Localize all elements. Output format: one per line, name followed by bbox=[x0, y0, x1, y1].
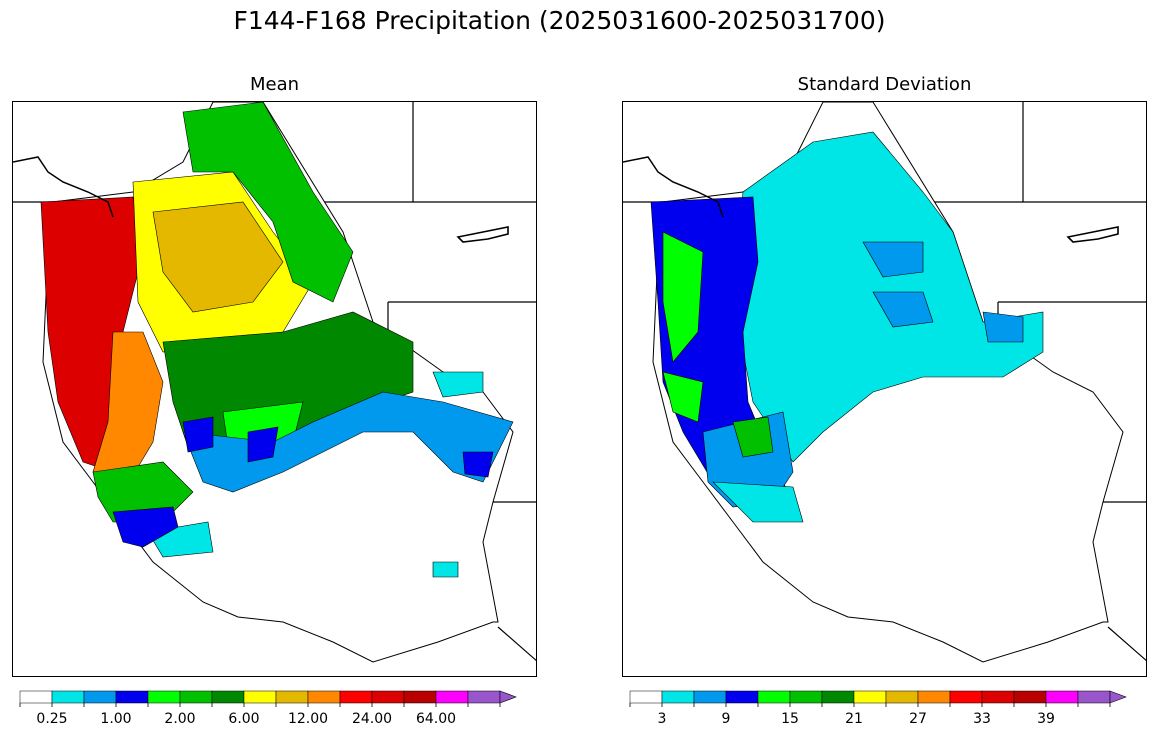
colorbar-tick-label: 15 bbox=[781, 711, 799, 727]
colorbar-segment bbox=[661, 690, 695, 704]
std-region-cyan-south bbox=[712, 481, 804, 523]
colorbar-segment bbox=[115, 690, 149, 704]
std-coast bbox=[623, 156, 724, 218]
mean-coast bbox=[13, 156, 114, 218]
colorbar-tick-label: 24.00 bbox=[351, 711, 393, 727]
mean-region-green-north bbox=[182, 102, 354, 303]
colorbar-tick-label: 9 bbox=[721, 711, 731, 727]
std-region-green bbox=[732, 416, 774, 458]
std-region-sky bbox=[862, 241, 1024, 343]
colorbar-segment bbox=[19, 690, 53, 704]
mean-region-cyan-sky bbox=[182, 391, 514, 493]
colorbar-segment bbox=[51, 690, 85, 704]
colorbar-tick-label: 6.00 bbox=[228, 711, 260, 727]
colorbar-segment bbox=[275, 690, 309, 704]
colorbar-segment bbox=[371, 690, 405, 704]
colorbar-segment bbox=[693, 690, 727, 704]
colorbar-segment bbox=[981, 690, 1015, 704]
colorbar-tick-label: 21 bbox=[845, 711, 863, 727]
colorbar-segment bbox=[83, 690, 117, 704]
mean-map bbox=[12, 101, 537, 677]
colorbar-segment bbox=[1045, 690, 1079, 704]
mean-region-blue bbox=[182, 416, 494, 478]
mean-colorbar bbox=[19, 690, 517, 707]
colorbar-tick-label: 0.25 bbox=[36, 711, 68, 727]
colorbar-segment bbox=[211, 690, 245, 704]
colorbar-segment bbox=[147, 690, 181, 704]
colorbar-segment bbox=[467, 690, 501, 704]
std-map bbox=[622, 101, 1147, 677]
mean-region-gold bbox=[152, 201, 284, 313]
colorbar-tick-label: 2.00 bbox=[164, 711, 196, 727]
colorbar-segment bbox=[1013, 690, 1047, 704]
colorbar-tick-label: 39 bbox=[1037, 711, 1055, 727]
colorbar-arrow bbox=[1109, 690, 1127, 704]
std-panel-title: Standard Deviation bbox=[797, 74, 972, 95]
figure-title: F144-F168 Precipitation (2025031600-2025… bbox=[233, 6, 886, 35]
colorbar-segment bbox=[1077, 690, 1111, 704]
std-colorbar bbox=[629, 690, 1127, 707]
colorbar-segment bbox=[243, 690, 277, 704]
colorbar-segment bbox=[435, 690, 469, 704]
colorbar-segment bbox=[885, 690, 919, 704]
mean-region-cyan bbox=[147, 371, 484, 578]
mean-lake bbox=[456, 226, 509, 243]
colorbar-segment bbox=[949, 690, 983, 704]
colorbar-arrow bbox=[499, 690, 517, 704]
colorbar-segment bbox=[789, 690, 823, 704]
colorbar-tick-label: 12.00 bbox=[287, 711, 329, 727]
colorbar-segment bbox=[403, 690, 437, 704]
colorbar-segment bbox=[853, 690, 887, 704]
mean-map-svg bbox=[13, 102, 536, 663]
colorbar-segment bbox=[179, 690, 213, 704]
colorbar-tick-label: 64.00 bbox=[415, 711, 457, 727]
colorbar-tick-label: 1.00 bbox=[100, 711, 132, 727]
colorbar-segment bbox=[629, 690, 663, 704]
colorbar-tick-label: 3 bbox=[657, 711, 667, 727]
colorbar-segment bbox=[307, 690, 341, 704]
colorbar-tick-label: 27 bbox=[909, 711, 927, 727]
std-region-lime bbox=[662, 231, 704, 423]
colorbar-tick-label: 33 bbox=[973, 711, 991, 727]
colorbar-segment bbox=[821, 690, 855, 704]
std-map-svg bbox=[623, 102, 1146, 663]
std-lake bbox=[1066, 226, 1119, 243]
colorbar-segment bbox=[339, 690, 373, 704]
colorbar-segment bbox=[917, 690, 951, 704]
colorbar-segment bbox=[757, 690, 791, 704]
mean-panel-title: Mean bbox=[249, 74, 300, 95]
colorbar-segment bbox=[725, 690, 759, 704]
mean-region-blue-south bbox=[112, 506, 179, 548]
